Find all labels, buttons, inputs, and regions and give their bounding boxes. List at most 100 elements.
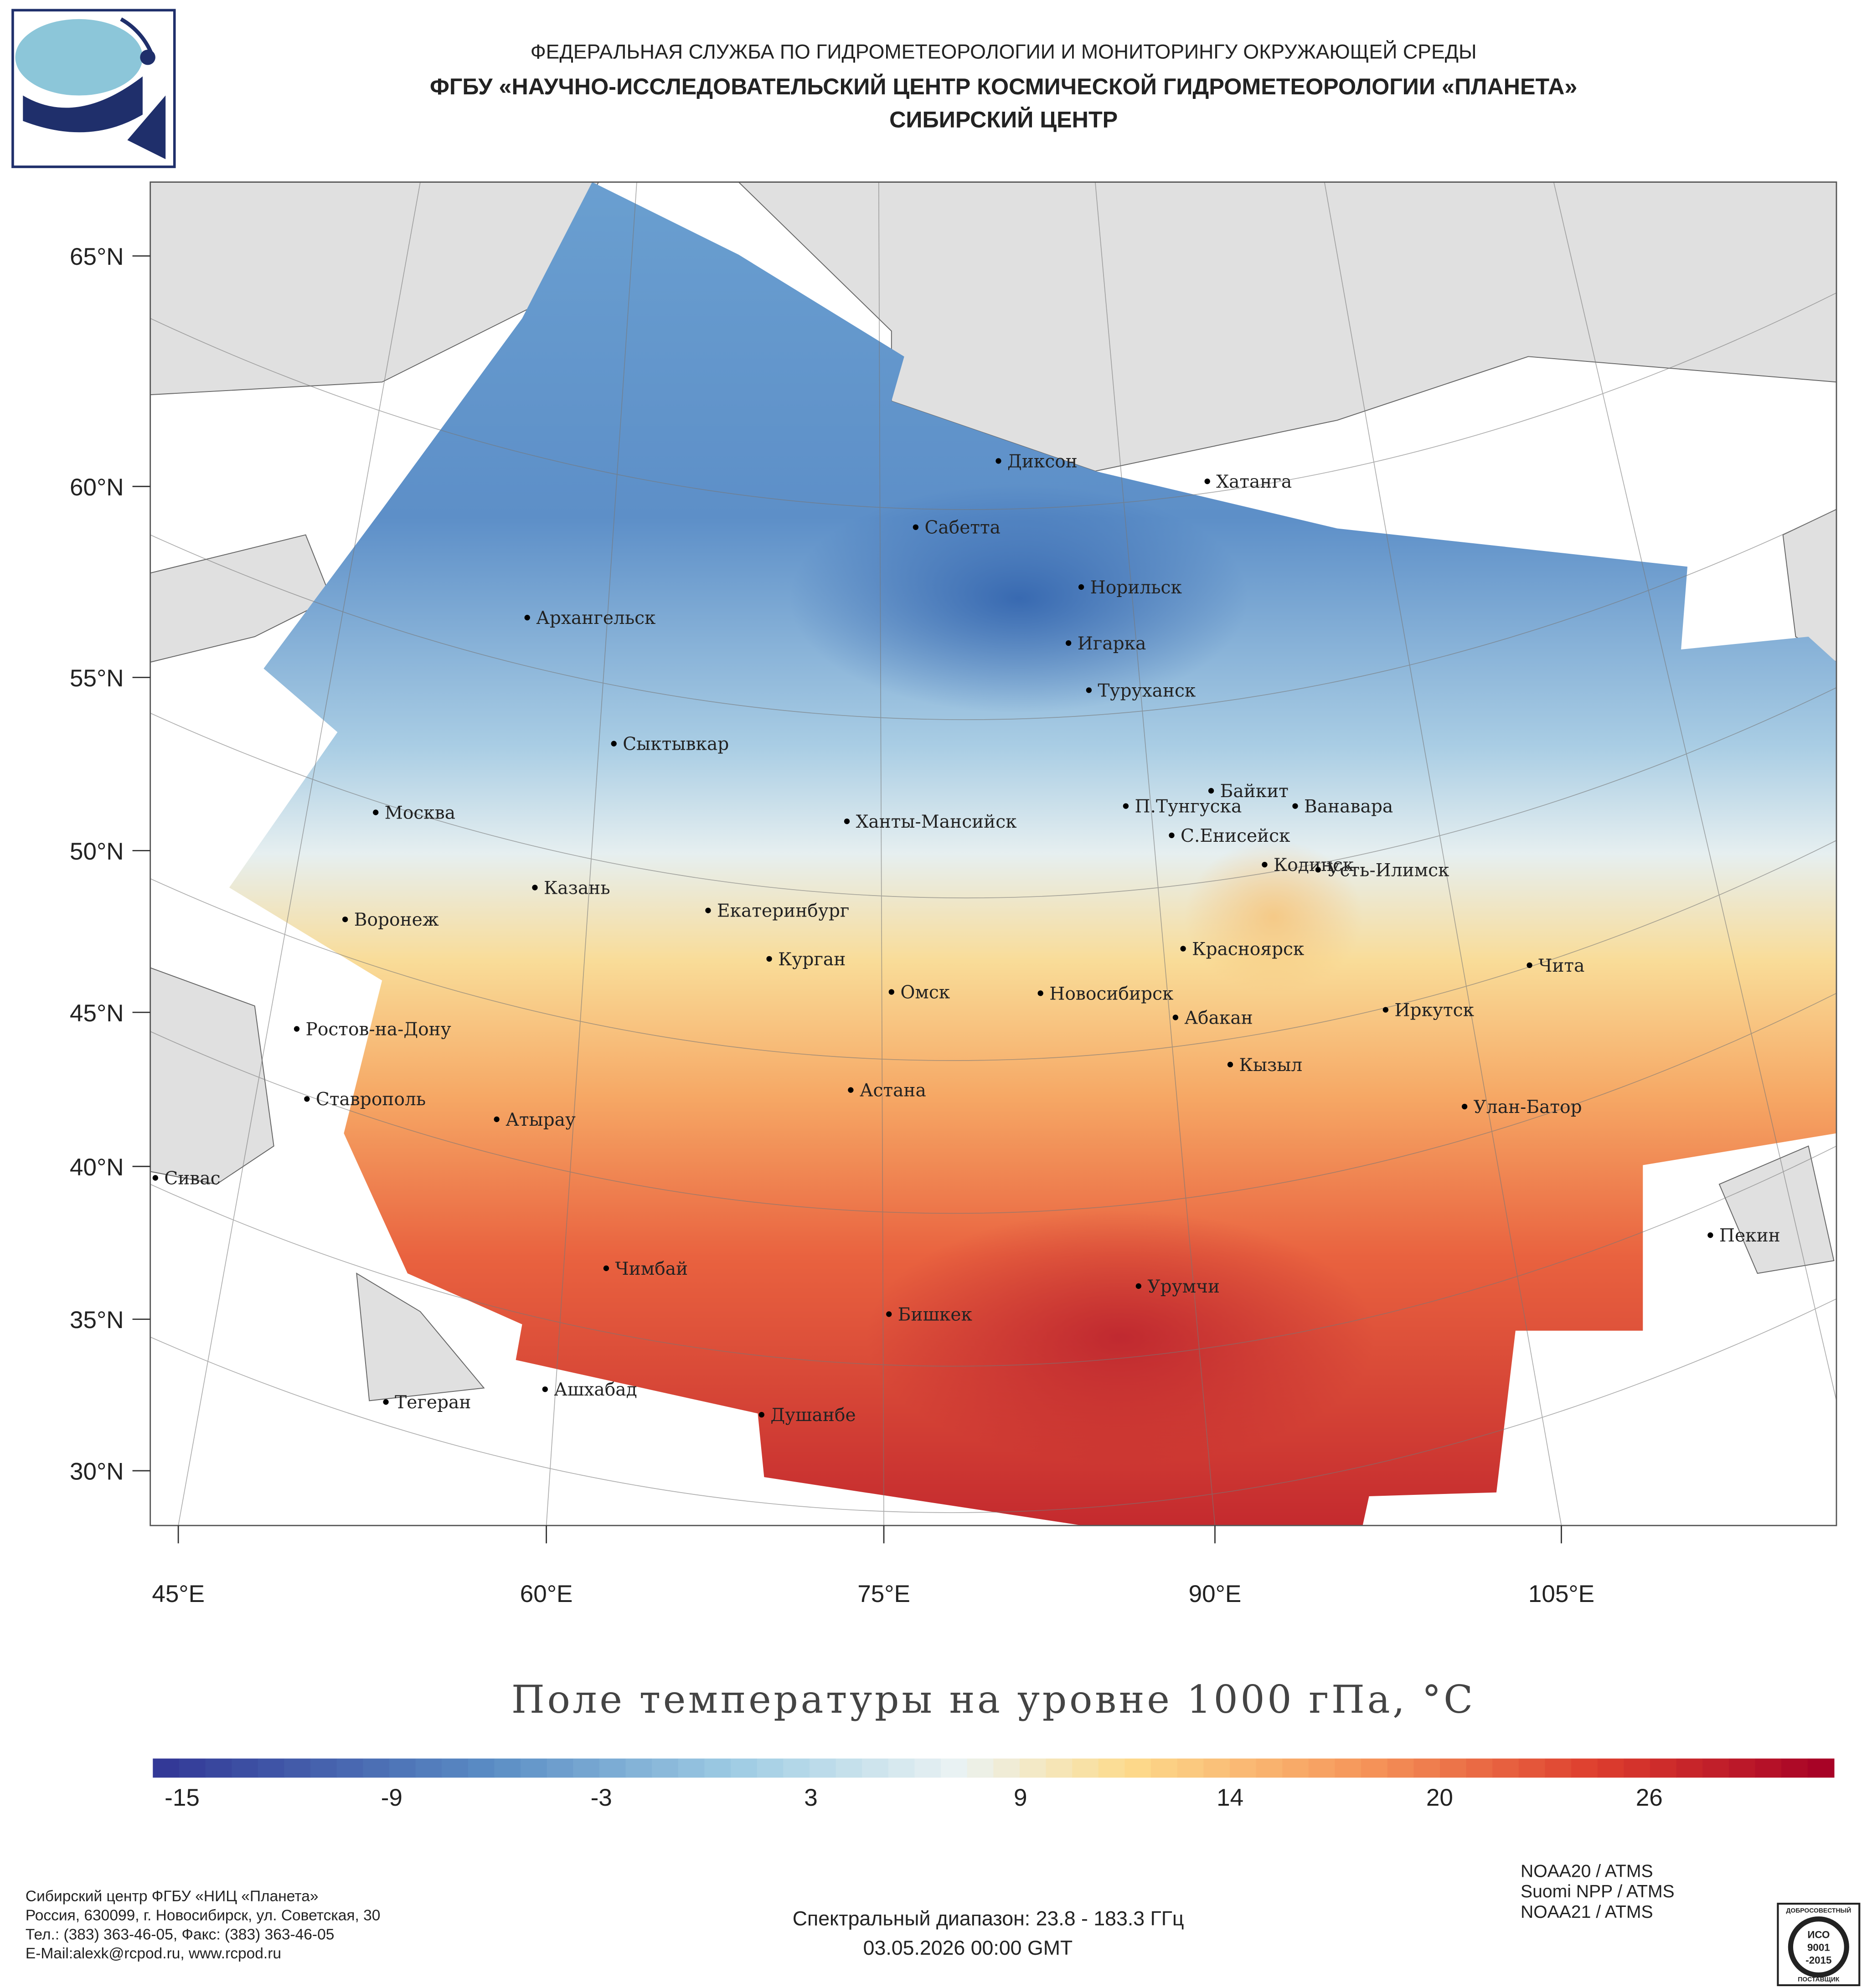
city-label: Кызыл <box>1239 1055 1303 1076</box>
colorbar-cell <box>652 1758 679 1778</box>
city-label: Бишкек <box>898 1304 972 1325</box>
city-label: Чимбай <box>615 1259 688 1279</box>
city-dot <box>1707 1232 1713 1238</box>
city-dot <box>1227 1061 1233 1067</box>
city-label: Байкит <box>1220 781 1289 802</box>
colorbar-cell <box>599 1758 626 1778</box>
lon-label: 90°E <box>1189 1581 1242 1607</box>
colorbar-cell <box>521 1758 547 1778</box>
city-dot <box>1135 1283 1141 1289</box>
city-dot <box>1066 640 1072 646</box>
colorbar-cell <box>1256 1758 1283 1778</box>
city-label: Ростов-на-Дону <box>306 1020 451 1040</box>
colorbar-cell <box>1597 1758 1625 1778</box>
address-line: E-Mail:alexk@rcpod.ru, www.rcpod.ru <box>26 1945 281 1962</box>
colorbar-cell <box>757 1758 784 1778</box>
city-dot <box>611 741 617 747</box>
city-dot <box>524 614 530 621</box>
city-dot <box>1292 803 1298 809</box>
colorbar-cell <box>389 1758 416 1778</box>
colorbar-cell <box>1439 1758 1467 1778</box>
colorbar-cell <box>1466 1758 1493 1778</box>
badge-text: -2015 <box>1805 1954 1831 1966</box>
lat-label: 30°N <box>70 1458 124 1485</box>
city-dot <box>294 1026 300 1032</box>
badge: ДОБРОСОВЕСТНЫЙ ИСО 9001-2015 ПОСТАВЩИК <box>1777 1902 1861 1986</box>
colorbar-cell <box>1203 1758 1231 1778</box>
satellite: Suomi NPP / ATMS <box>1521 1882 1675 1901</box>
cold-area <box>789 484 1248 713</box>
colorbar-cell <box>1702 1758 1729 1778</box>
colorbar-cell <box>1650 1758 1677 1778</box>
city-label: Игарка <box>1078 633 1146 654</box>
city-label: Казань <box>544 878 610 898</box>
city-dot <box>373 809 379 815</box>
city-dot <box>1461 1103 1468 1110</box>
city-dot <box>758 1411 764 1418</box>
city-dot <box>1086 687 1092 693</box>
city-dot <box>766 956 772 962</box>
colorbar-cell <box>836 1758 863 1778</box>
city-dot <box>494 1116 500 1123</box>
lat-label: 65°N <box>70 243 124 270</box>
city-dot <box>1262 861 1268 868</box>
badge-text: ДОБРОСОВЕСТНЫЙ <box>1786 1906 1851 1914</box>
lat-label: 35°N <box>70 1307 124 1334</box>
city-label: Екатеринбург <box>717 901 849 922</box>
colorbar-cell <box>284 1758 311 1778</box>
colorbar-cell <box>914 1758 942 1778</box>
colorbar-tick-label: 20 <box>1426 1784 1453 1811</box>
satellite: NOAA21 / ATMS <box>1521 1902 1653 1922</box>
city-label: Архангельск <box>536 608 655 628</box>
colorbar-tick-label: -9 <box>381 1784 402 1811</box>
city-label: Омск <box>900 982 950 1003</box>
colorbar-tick-label: -15 <box>165 1784 200 1811</box>
lat-label: 60°N <box>70 474 124 501</box>
colorbar-tick-label: 9 <box>1014 1784 1027 1811</box>
temperature-field <box>229 182 1836 1526</box>
address-line: Россия, 630099, г. Новосибирск, ул. Сове… <box>26 1907 381 1924</box>
colorbar-tick-label: 14 <box>1217 1784 1243 1811</box>
colorbar-cell <box>1781 1758 1808 1778</box>
city-label: Пекин <box>1719 1226 1780 1246</box>
city-label: Астана <box>860 1081 926 1101</box>
city-dot <box>844 818 850 824</box>
colorbar-cell <box>442 1758 469 1778</box>
badge-text: 9001 <box>1807 1942 1830 1953</box>
colorbar-cell <box>1019 1758 1047 1778</box>
city-label: Тегеран <box>395 1392 471 1413</box>
center-name: ФГБУ «НАУЧНО-ИССЛЕДОВАТЕЛЬСКИЙ ЦЕНТР КОС… <box>430 73 1577 99</box>
colorbar-cell <box>1151 1758 1178 1778</box>
city-label: Красноярск <box>1192 939 1304 960</box>
colorbar-cell <box>993 1758 1021 1778</box>
city-label: Диксон <box>1007 451 1078 472</box>
satellite: NOAA20 / ATMS <box>1521 1861 1653 1881</box>
colorbar-cell <box>1282 1758 1309 1778</box>
colorbar-cell <box>1571 1758 1598 1778</box>
colorbar-cell <box>704 1758 732 1778</box>
colorbar-cell <box>862 1758 889 1778</box>
city-dot <box>1123 803 1129 809</box>
colorbar-cell <box>415 1758 443 1778</box>
land <box>150 182 1836 1401</box>
colorbar-cell <box>1229 1758 1257 1778</box>
city-label: Урумчи <box>1147 1277 1220 1297</box>
city-label: Ашхабад <box>554 1380 637 1400</box>
colorbar-tick-label: -3 <box>591 1784 612 1811</box>
city-dot <box>1180 946 1186 952</box>
city-dot <box>304 1096 310 1102</box>
colorbar-cell <box>1413 1758 1441 1778</box>
colorbar-cell <box>232 1758 258 1778</box>
colorbar-cell <box>1098 1758 1125 1778</box>
city-label: Абакан <box>1184 1008 1253 1028</box>
lon-label: 105°E <box>1528 1581 1594 1607</box>
colorbar-cell <box>1728 1758 1756 1778</box>
colorbar-cell <box>625 1758 653 1778</box>
city-label: Курган <box>778 949 846 970</box>
city-label: Чита <box>1538 956 1584 976</box>
colorbar-cell <box>573 1758 600 1778</box>
city-label: Сивас <box>164 1168 220 1189</box>
colorbar-cell <box>363 1758 390 1778</box>
colorbar-cell <box>153 1758 180 1778</box>
